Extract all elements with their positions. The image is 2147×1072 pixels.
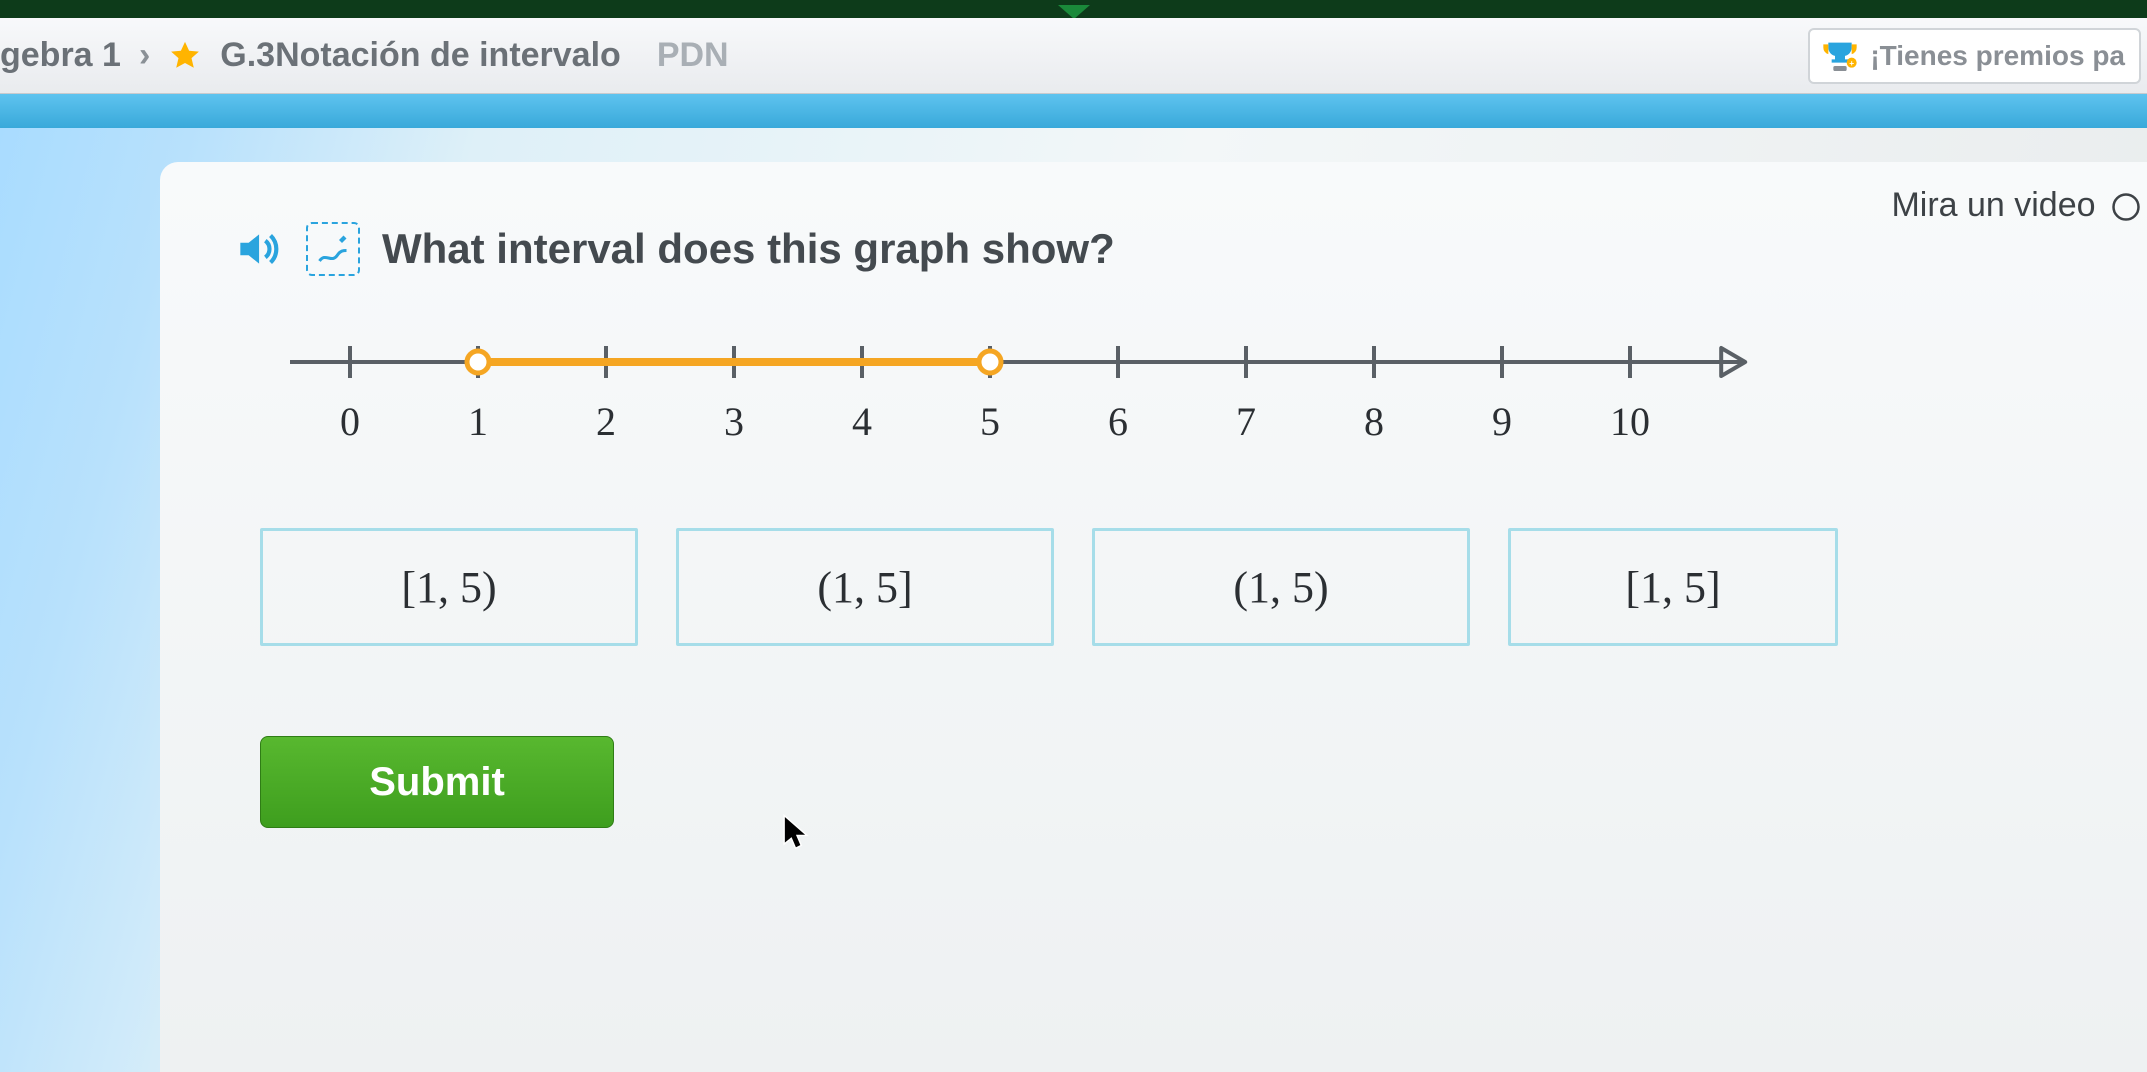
awards-badge[interactable]: + ¡Tienes premios pa [1808, 28, 2141, 84]
breadcrumb-caret-icon: › [139, 36, 150, 75]
option-1[interactable]: [1, 5) [260, 528, 638, 646]
problem-card: Mira un video [160, 162, 2147, 1072]
tick-label: 4 [852, 398, 872, 445]
breadcrumb: gebra 1 › G.3Notación de intervalo PDN +… [0, 18, 2147, 94]
option-3-label: (1, 5) [1233, 562, 1328, 613]
help-icon [2111, 192, 2141, 222]
question-row: What interval does this graph show? [230, 222, 2107, 276]
tick-label: 10 [1610, 398, 1650, 445]
submit-button[interactable]: Submit [260, 736, 614, 828]
breadcrumb-skill[interactable]: G.3Notación de intervalo [220, 36, 621, 75]
breadcrumb-course[interactable]: gebra 1 [0, 36, 121, 75]
option-3[interactable]: (1, 5) [1092, 528, 1470, 646]
number-line-svg [290, 332, 1810, 392]
answer-options: [1, 5) (1, 5] (1, 5) [1, 5] [260, 528, 2107, 646]
number-line: 0 1 2 3 4 5 6 7 8 9 10 [290, 332, 1810, 452]
problem-stage: Mira un video [0, 128, 2147, 1072]
tick-label: 9 [1492, 398, 1512, 445]
breadcrumb-suffix: PDN [657, 36, 729, 75]
svg-text:+: + [1850, 58, 1855, 68]
tick-label: 6 [1108, 398, 1128, 445]
awards-label: ¡Tienes premios pa [1870, 40, 2125, 72]
tick-label: 3 [724, 398, 744, 445]
watch-video-label: Mira un video [1891, 186, 2095, 224]
option-2-label: (1, 5] [817, 562, 912, 613]
question-text: What interval does this graph show? [382, 225, 1115, 273]
blue-accent-band [0, 94, 2147, 128]
read-aloud-button[interactable] [230, 222, 284, 276]
tick-label: 2 [596, 398, 616, 445]
trophy-icon: + [1820, 36, 1860, 76]
cursor-icon [782, 814, 812, 859]
option-4-label: [1, 5] [1625, 562, 1720, 613]
tick-label: 5 [980, 398, 1000, 445]
star-icon [168, 39, 202, 73]
submit-label: Submit [369, 760, 505, 805]
tick-label: 1 [468, 398, 488, 445]
browser-tab-strip [0, 0, 2147, 18]
tick-label: 8 [1364, 398, 1384, 445]
tick-label: 0 [340, 398, 360, 445]
watch-video-link[interactable]: Mira un video [1891, 186, 2141, 225]
option-2[interactable]: (1, 5] [676, 528, 1054, 646]
option-4[interactable]: [1, 5] [1508, 528, 1838, 646]
option-1-label: [1, 5) [401, 562, 496, 613]
scratchpad-button[interactable] [306, 222, 360, 276]
tick-label: 7 [1236, 398, 1256, 445]
